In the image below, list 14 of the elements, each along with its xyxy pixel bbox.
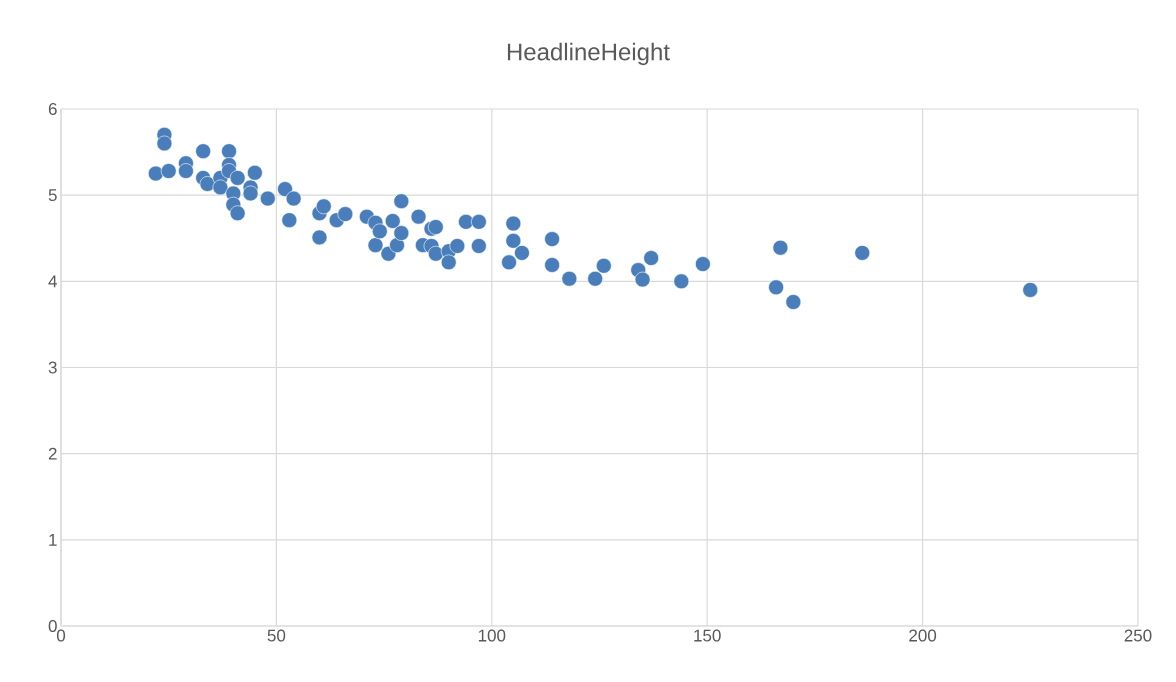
x-tick-label: 0 [56,629,66,642]
y-tick-label: 5 [48,189,57,202]
x-tick-label: 150 [694,629,721,642]
x-tick-label: 200 [909,629,937,642]
x-tick-label: 250 [1124,629,1152,642]
x-tick-label: 50 [267,629,286,642]
chart-title: HeadlineHeight [507,42,670,66]
y-tick-label: 6 [48,102,57,116]
y-tick-label: 1 [49,533,57,546]
x-tick-label: 100 [478,629,506,642]
y-tick-label: 4 [48,275,57,288]
y-tick-label: 2 [48,447,57,460]
y-tick-label: 3 [48,361,57,374]
y-tick-label: 0 [48,619,57,633]
